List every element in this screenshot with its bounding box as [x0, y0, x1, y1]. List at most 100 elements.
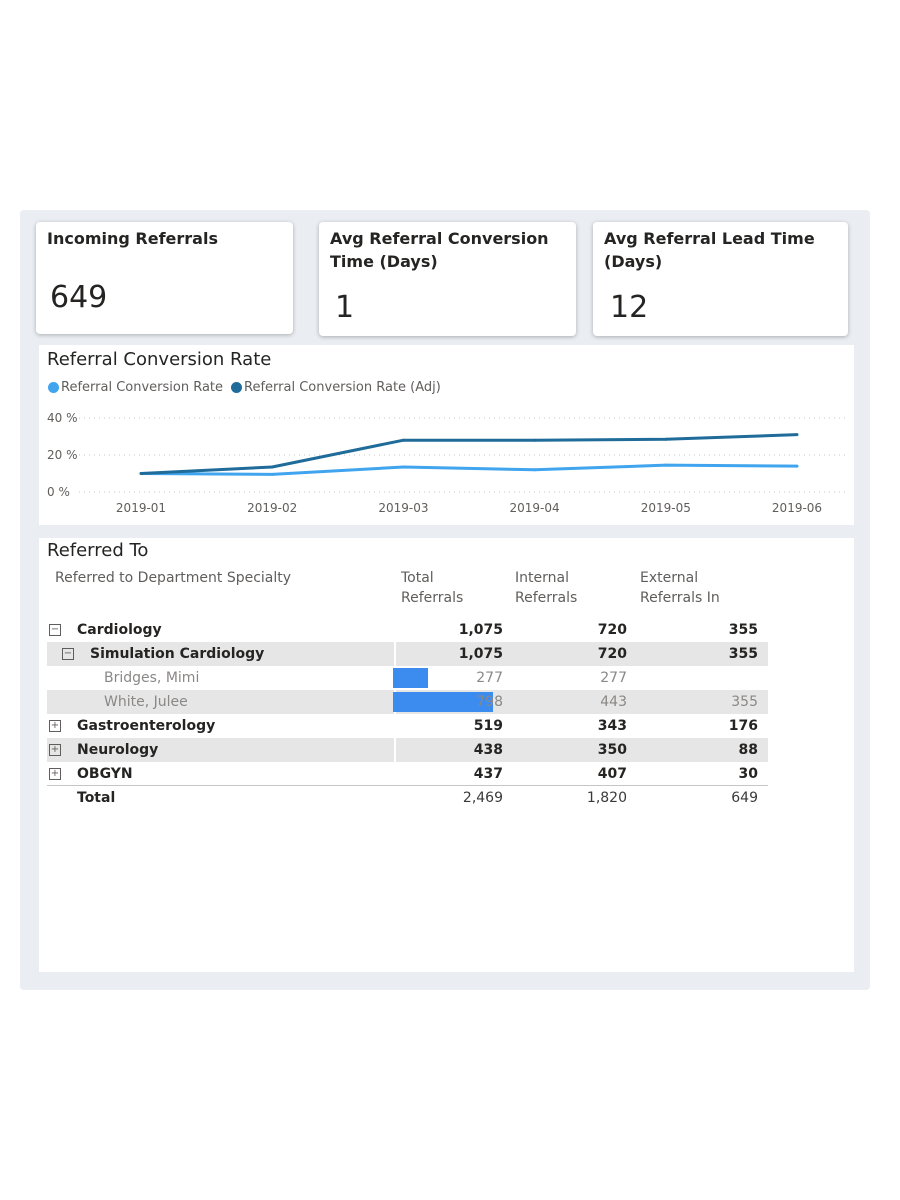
- y-tick-label: 20 %: [47, 448, 78, 462]
- referred-to-matrix[interactable]: Referred To Referred to Department Speci…: [39, 538, 854, 972]
- table-row-white-julee[interactable]: White, Julee 798 443 355: [47, 690, 768, 714]
- data-point: [270, 465, 274, 469]
- total-referrals-value: 438: [473, 742, 503, 758]
- x-tick-label: 2019-04: [510, 501, 560, 515]
- chart-legend[interactable]: Referral Conversion Rate Referral Conver…: [48, 380, 449, 395]
- header-total-referrals[interactable]: Total Referrals: [401, 568, 463, 608]
- collapse-icon[interactable]: −: [62, 648, 74, 660]
- internal-referrals-value: 443: [600, 694, 627, 710]
- total-referrals-value: 1,075: [458, 622, 503, 638]
- card-title-line1: Avg Referral Lead Time: [604, 229, 815, 248]
- legend-marker: [231, 382, 243, 393]
- table-row-total: Total 2,469 1,820 649: [47, 786, 768, 810]
- legend-item-rate[interactable]: Referral Conversion Rate: [48, 380, 223, 395]
- external-referrals-value: 355: [728, 646, 758, 662]
- table-title: Referred To: [47, 540, 149, 561]
- table-row-simulation-cardiology[interactable]: − Simulation Cardiology 1,075 720 355: [47, 642, 768, 666]
- conversion-rate-chart[interactable]: 0 % 20 % 40 % 2019-01 2019-02 2019-03 2019-04 2…: [39, 345, 854, 525]
- legend-label: Referral Conversion Rate (Adj): [244, 380, 441, 395]
- row-label: Simulation Cardiology: [90, 646, 265, 662]
- column-divider: [394, 738, 396, 762]
- x-tick-label: 2019-03: [378, 501, 428, 515]
- table-row-bridges-mimi[interactable]: Bridges, Mimi 277 277: [47, 666, 768, 690]
- external-referrals-value: 176: [728, 718, 758, 734]
- data-point: [533, 468, 537, 472]
- data-point: [795, 464, 799, 468]
- data-point: [401, 438, 405, 442]
- chart-plot: 0 % 20 % 40 % 2019-01 2019-02 2019-03 2019-04 2…: [47, 411, 845, 515]
- card-title: Incoming Referrals: [47, 229, 218, 248]
- data-point: [664, 437, 668, 441]
- table-row-gastroenterology[interactable]: + Gastroenterology 519 343 176: [47, 714, 768, 739]
- row-label: White, Julee: [104, 694, 188, 710]
- collapse-icon[interactable]: −: [49, 624, 61, 636]
- row-label: Bridges, Mimi: [104, 670, 200, 686]
- internal-referrals-value: 350: [597, 742, 627, 758]
- total-referrals-databar: [393, 668, 428, 688]
- external-referrals-value: 355: [731, 694, 758, 710]
- header-line: External: [640, 570, 699, 586]
- series-line: [140, 433, 798, 475]
- legend-item-rate-adj[interactable]: Referral Conversion Rate (Adj): [231, 380, 441, 395]
- total-referrals-value: 277: [476, 670, 503, 686]
- internal-referrals-value: 277: [600, 670, 627, 686]
- card-value: 1: [335, 290, 355, 325]
- x-tick-label: 2019-01: [116, 501, 166, 515]
- report-canvas: Incoming Referrals 649 Avg Referral Conv…: [20, 210, 870, 990]
- card-title-line2: Time (Days): [330, 252, 438, 271]
- card-value: 649: [50, 280, 108, 315]
- table-row-neurology[interactable]: + Neurology 438 350 88: [47, 738, 768, 762]
- total-referrals-value: 798: [476, 694, 503, 710]
- y-tick-label: 0 %: [47, 485, 70, 499]
- external-referrals-value: 355: [728, 622, 758, 638]
- total-referrals-value: 1,075: [458, 646, 503, 662]
- internal-referrals-value: 720: [597, 646, 627, 662]
- total-row-divider: [47, 785, 768, 786]
- header-external-referrals[interactable]: External Referrals In: [640, 568, 720, 608]
- header-line: Referrals: [401, 590, 464, 606]
- data-point: [533, 438, 537, 442]
- external-referrals-value: 30: [738, 766, 758, 782]
- grand-total-external: 649: [731, 790, 758, 806]
- total-referrals-value: 437: [473, 766, 503, 782]
- series-line: [140, 463, 798, 476]
- total-referrals-value: 519: [473, 718, 503, 734]
- table-row-obgyn[interactable]: + OBGYN 437 407 30: [47, 762, 768, 786]
- grand-total-referrals: 2,469: [462, 790, 503, 806]
- incoming-referrals-card[interactable]: Incoming Referrals 649: [36, 222, 293, 334]
- row-label: Cardiology: [77, 622, 162, 638]
- header-department[interactable]: Referred to Department Specialty: [55, 570, 292, 586]
- avg-conversion-time-card[interactable]: Avg Referral Conversion Time (Days) 1: [319, 222, 576, 336]
- legend-marker: [48, 382, 59, 393]
- x-tick-label: 2019-02: [247, 501, 297, 515]
- expand-icon[interactable]: +: [49, 768, 61, 780]
- header-internal-referrals[interactable]: Internal Referrals: [515, 568, 577, 608]
- internal-referrals-value: 720: [597, 622, 627, 638]
- row-label: OBGYN: [77, 766, 133, 782]
- data-point: [664, 463, 668, 467]
- y-tick-label: 40 %: [47, 411, 78, 425]
- data-point: [795, 433, 799, 437]
- header-line: Referrals: [515, 590, 578, 606]
- row-label: Gastroenterology: [77, 718, 216, 734]
- avg-lead-time-card[interactable]: Avg Referral Lead Time (Days) 12: [593, 222, 848, 336]
- external-referrals-value: [651, 666, 758, 690]
- header-line: Referrals In: [640, 590, 720, 606]
- card-title-line1: Avg Referral Conversion: [330, 229, 549, 248]
- row-label: Neurology: [77, 742, 159, 758]
- table-row-cardiology[interactable]: − Cardiology 1,075 720 355: [47, 618, 768, 643]
- legend-label: Referral Conversion Rate: [61, 380, 224, 395]
- header-line: Internal: [515, 570, 569, 586]
- internal-referrals-value: 343: [597, 718, 627, 734]
- expand-icon[interactable]: +: [49, 744, 61, 756]
- data-point: [401, 465, 405, 469]
- data-point: [139, 472, 143, 475]
- data-point: [270, 472, 274, 476]
- header-line: Total: [401, 570, 434, 586]
- card-title-line2: (Days): [604, 252, 663, 271]
- internal-referrals-value: 407: [597, 766, 627, 782]
- x-tick-label: 2019-05: [641, 501, 691, 515]
- column-divider: [394, 642, 396, 666]
- total-label: Total: [77, 790, 116, 806]
- expand-icon[interactable]: +: [49, 720, 61, 732]
